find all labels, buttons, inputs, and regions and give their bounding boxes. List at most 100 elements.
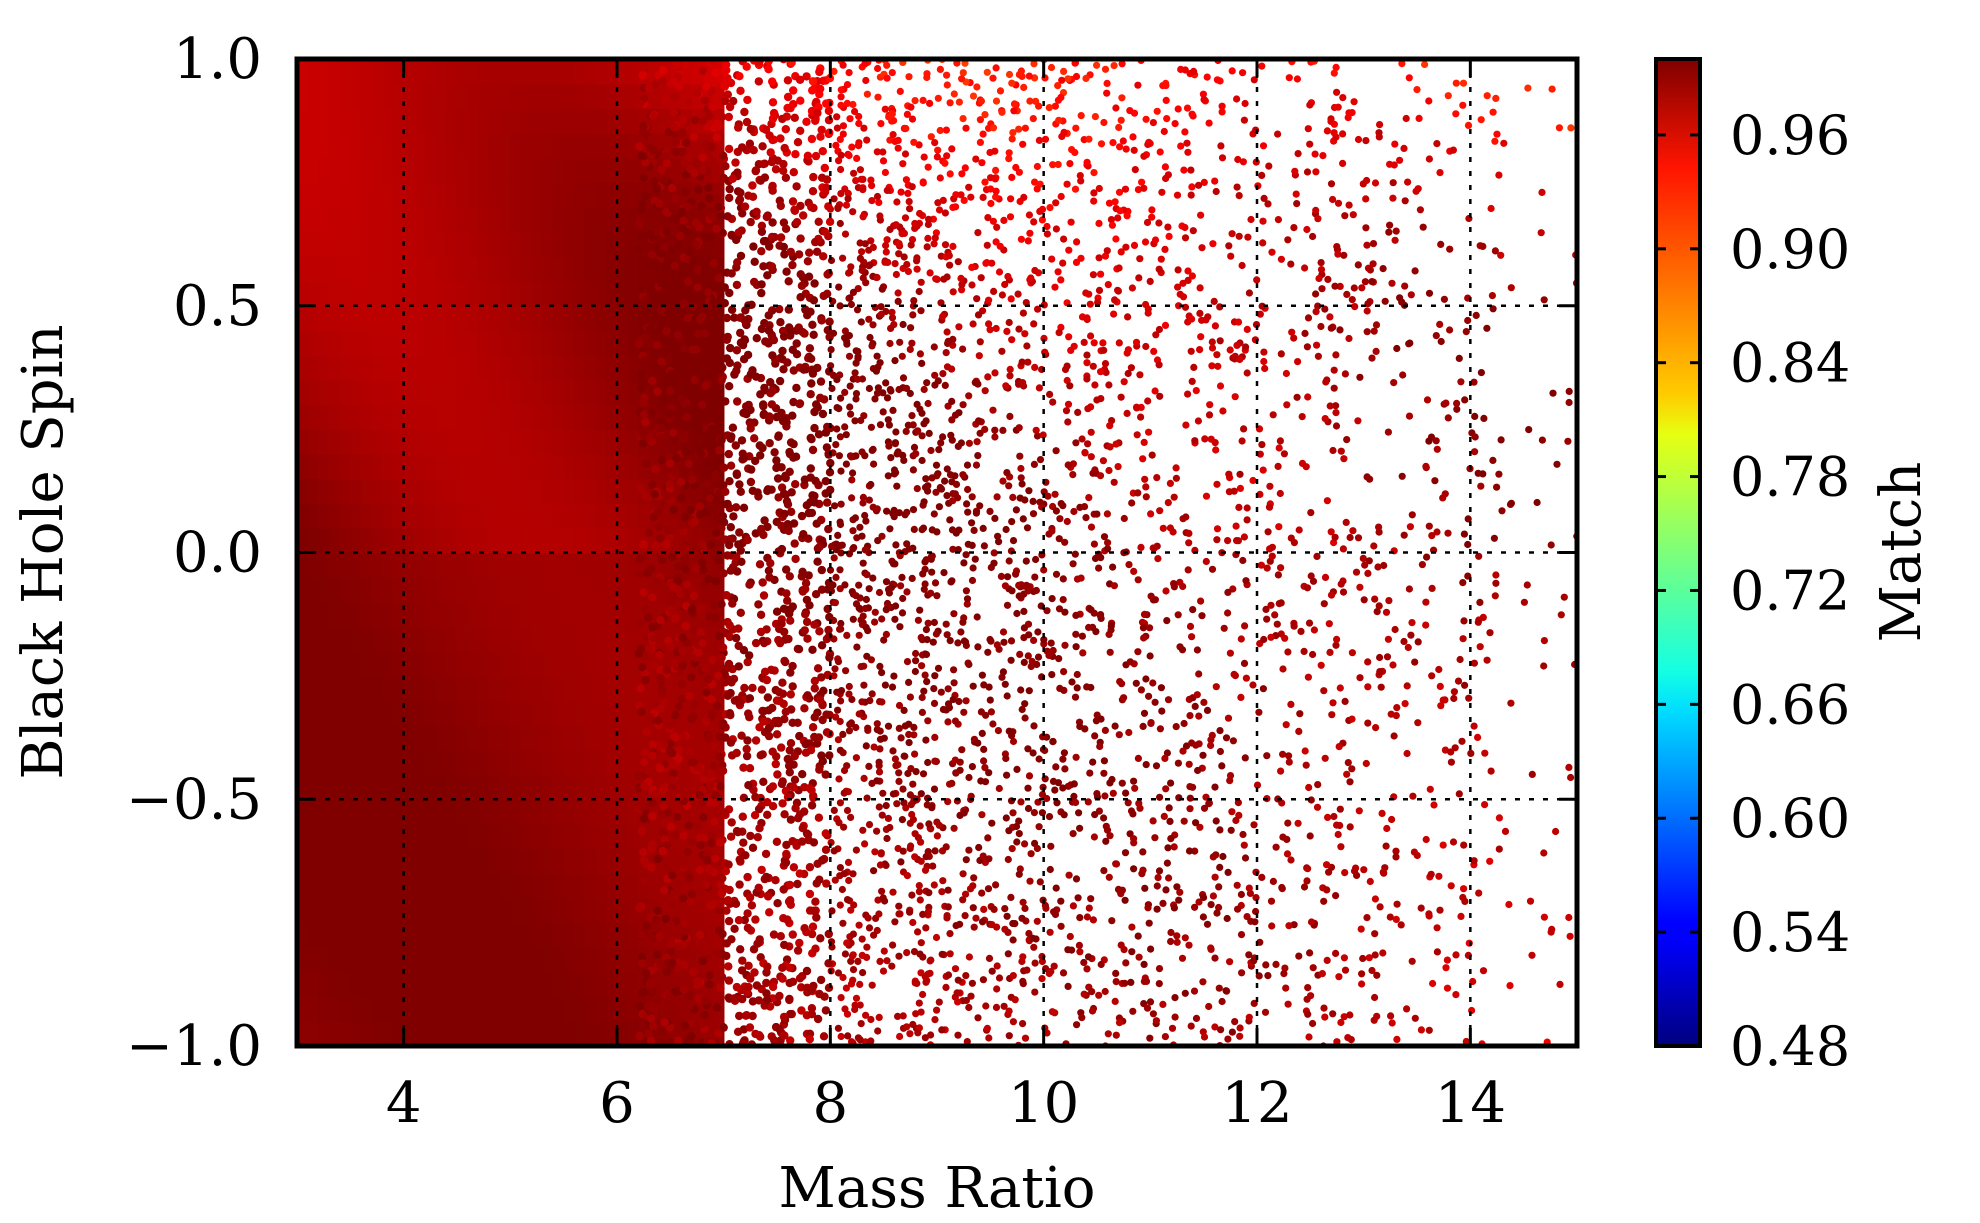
scatter-point [771, 165, 781, 174]
scatter-point [958, 286, 966, 294]
scatter-point [657, 1001, 666, 1011]
scatter-point [627, 897, 640, 924]
scatter-point [1216, 747, 1224, 756]
scatter-point [1008, 173, 1016, 181]
scatter-point [680, 558, 690, 567]
scatter-point [733, 168, 742, 177]
scatter-point [1057, 922, 1065, 930]
scatter-point [457, 453, 469, 480]
scatter-point [1021, 714, 1029, 722]
scatter-point [839, 973, 847, 982]
scatter-point [1082, 74, 1090, 82]
scatter-point [649, 256, 661, 282]
scatter-point [685, 873, 694, 883]
scatter-point [307, 799, 320, 825]
scatter-point [1235, 192, 1243, 200]
scatter-point [1159, 524, 1167, 532]
scatter-point [318, 971, 330, 998]
scatter-point [648, 798, 657, 808]
scatter-point [942, 349, 950, 357]
scatter-point [531, 182, 544, 208]
scatter-point [884, 472, 892, 480]
scatter-point [1069, 830, 1077, 838]
scatter-point [836, 135, 844, 143]
scatter-point [318, 823, 330, 850]
scatter-point [531, 59, 544, 85]
scatter-point [715, 631, 724, 640]
scatter-point [361, 330, 373, 356]
scatter-point [307, 873, 320, 899]
scatter-point [921, 671, 929, 679]
scatter-point [839, 122, 848, 130]
scatter-point [350, 355, 362, 381]
scatter-point [1285, 74, 1293, 82]
scatter-point [710, 817, 719, 826]
scatter-point [574, 429, 586, 455]
scatter-point [1392, 847, 1400, 855]
scatter-point [939, 705, 948, 714]
scatter-point [425, 749, 437, 776]
scatter-point [350, 182, 362, 208]
scatter-point [691, 355, 704, 381]
scatter-point [962, 587, 971, 595]
scatter-point [1295, 526, 1303, 534]
scatter-point [1241, 754, 1249, 762]
scatter-point [917, 307, 925, 315]
scatter-point [724, 144, 734, 154]
scatter-point [826, 566, 835, 574]
scatter-point [1486, 629, 1494, 637]
scatter-point [704, 461, 713, 470]
scatter-point [825, 653, 834, 662]
scatter-point [1265, 162, 1273, 170]
scatter-point [1069, 902, 1077, 910]
scatter-point [1134, 186, 1142, 194]
scatter-point [329, 503, 341, 529]
scatter-point [606, 281, 618, 307]
scatter-point [649, 59, 661, 85]
scatter-point [981, 764, 989, 772]
scatter-point [307, 1021, 320, 1046]
scatter-point [531, 774, 544, 801]
scatter-point [489, 133, 501, 159]
scatter-point [808, 187, 818, 196]
scatter-point [1047, 639, 1055, 647]
scatter-point [1033, 917, 1041, 925]
scatter-point [1483, 656, 1491, 664]
scatter-point [683, 98, 693, 107]
scatter-point [574, 601, 586, 628]
scatter-point [1537, 229, 1545, 237]
scatter-point [1083, 158, 1091, 166]
scatter-point [992, 97, 1001, 105]
scatter-point [1029, 115, 1037, 123]
scatter-point [574, 774, 586, 801]
scatter-point [736, 945, 745, 954]
scatter-point [670, 519, 679, 528]
scatter-point [907, 324, 915, 332]
scatter-point [329, 281, 341, 307]
scatter-point [1461, 897, 1469, 906]
scatter-point [698, 1019, 707, 1029]
scatter-point [855, 142, 863, 150]
scatter-point [915, 888, 924, 896]
scatter-point [1276, 437, 1284, 445]
scatter-point [435, 108, 448, 134]
scatter-point [318, 848, 330, 875]
scatter-point [699, 254, 708, 263]
scatter-point [1332, 63, 1340, 71]
scatter-point [1243, 504, 1251, 512]
scatter-point [762, 989, 771, 998]
scatter-point [435, 922, 448, 949]
scatter-point [723, 212, 732, 221]
scatter-point [425, 453, 437, 480]
scatter-point [371, 577, 384, 603]
scatter-point [1240, 659, 1249, 668]
scatter-point [1306, 832, 1314, 840]
scatter-point [606, 552, 618, 578]
scatter-point [499, 799, 512, 825]
scatter-point [489, 305, 501, 332]
scatter-point [767, 665, 776, 674]
scatter-point [1093, 510, 1101, 518]
scatter-point [1294, 819, 1302, 827]
scatter-point [339, 207, 352, 233]
scatter-point [425, 478, 437, 504]
